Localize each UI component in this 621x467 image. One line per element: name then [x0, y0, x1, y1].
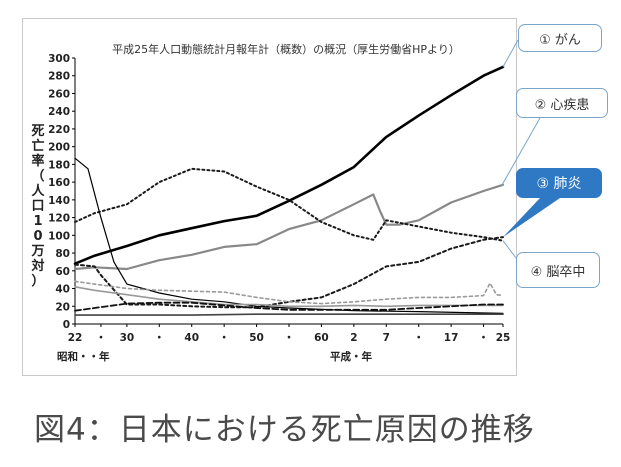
series-line-5	[74, 157, 504, 314]
callout-leaders	[500, 39, 560, 259]
leader-heart	[500, 117, 541, 188]
callout-heart-label: ② 心疾患	[534, 97, 590, 113]
series-line-3	[74, 236, 504, 309]
y-tick-label: 140	[48, 195, 70, 207]
x-tick-label: 2	[350, 332, 357, 344]
x-tick-label: 22	[68, 332, 83, 344]
chart-title: 平成25年人口動態統計月報年計（概数）の概況（厚生労働省HPより）	[112, 42, 460, 56]
x-tick-label: 7	[383, 332, 390, 344]
x-tick-label: 50	[249, 332, 264, 344]
x-axis-left-label: 昭和・・年	[57, 350, 110, 363]
y-axis-label-char: （	[31, 169, 45, 184]
y-axis-label-char: 1	[33, 214, 43, 229]
x-tick-label: ・	[154, 332, 165, 344]
series-line-2	[73, 183, 505, 271]
y-tick-label: 200	[48, 142, 70, 154]
x-tick-label: ・	[219, 332, 230, 344]
y-axis-label-char: 0	[33, 229, 43, 244]
y-tick-label: 300	[48, 53, 70, 65]
callout-cancer-label: ① がん	[539, 32, 581, 48]
y-tick-label: 280	[48, 71, 70, 83]
x-tick-label: 40	[184, 332, 199, 344]
y-tick-label: 20	[55, 301, 70, 313]
y-tick-label: 260	[48, 88, 70, 100]
chart-frame	[22, 18, 517, 376]
y-tick-label: 60	[55, 266, 70, 278]
y-axis-label-char: ）	[31, 274, 45, 289]
series-line-9	[74, 313, 504, 316]
figure-caption: 図4：日本における死亡原因の推移	[34, 412, 535, 448]
series-line-1	[73, 65, 505, 266]
y-axis-label-char: 対	[31, 259, 45, 274]
x-tick-label: ・	[284, 332, 295, 344]
x-tick-label: ・	[413, 332, 424, 344]
y-axis-label-char: 率	[31, 154, 45, 169]
y-tick-label: 240	[48, 106, 70, 118]
series-line-7	[74, 285, 504, 308]
y-tick-label: 80	[55, 248, 70, 260]
x-tick-label: 25	[496, 332, 511, 344]
leader-cancer	[502, 39, 519, 68]
y-tick-label: 180	[48, 159, 70, 171]
y-tick-label: 100	[48, 230, 70, 242]
leader-pneumonia	[503, 198, 560, 238]
y-tick-label: 220	[48, 124, 70, 136]
y-tick-label: 0	[63, 319, 70, 331]
series-layer	[73, 65, 505, 316]
chart-axes: 0204060801001201401601802002202402602803…	[48, 53, 510, 363]
y-tick-label: 120	[48, 213, 70, 225]
y-axis-label-char: 死	[31, 124, 45, 139]
series-line-6	[74, 280, 504, 305]
leader-stroke	[502, 240, 517, 259]
series-line-8	[74, 301, 504, 312]
callout-heart: ② 心疾患	[516, 88, 608, 118]
x-tick-label: ・	[96, 332, 107, 344]
x-tick-label: 30	[120, 332, 135, 344]
callout-cancer: ① がん	[518, 24, 602, 52]
chart-svg: 平成25年人口動態統計月報年計（概数）の概況（厚生労働省HPより） 0 20 40 6…	[48, 39, 560, 363]
y-axis-label-char: 人	[31, 184, 45, 199]
y-axis-label-char: 亡	[31, 139, 45, 154]
callout-stroke: ④ 脳卒中	[516, 252, 600, 288]
x-axis-right-label: 平成・年	[330, 350, 372, 363]
x-tick-label: 60	[314, 332, 329, 344]
y-axis-label-char: 口	[31, 199, 45, 214]
series-line-4	[74, 167, 504, 242]
y-axis-label-char: 万	[31, 244, 45, 259]
y-axis-label: 死亡率（人口 1 0 万対）	[30, 124, 46, 289]
callout-pneumonia: ③ 肺炎	[516, 168, 602, 198]
y-tick-label: 40	[55, 284, 70, 296]
x-tick-label: ・	[478, 332, 489, 344]
y-tick-label: 160	[48, 177, 70, 189]
callout-pneumonia-label: ③ 肺炎	[536, 176, 582, 192]
x-tick-label: 17	[444, 332, 459, 344]
callout-stroke-label: ④ 脳卒中	[530, 264, 586, 280]
